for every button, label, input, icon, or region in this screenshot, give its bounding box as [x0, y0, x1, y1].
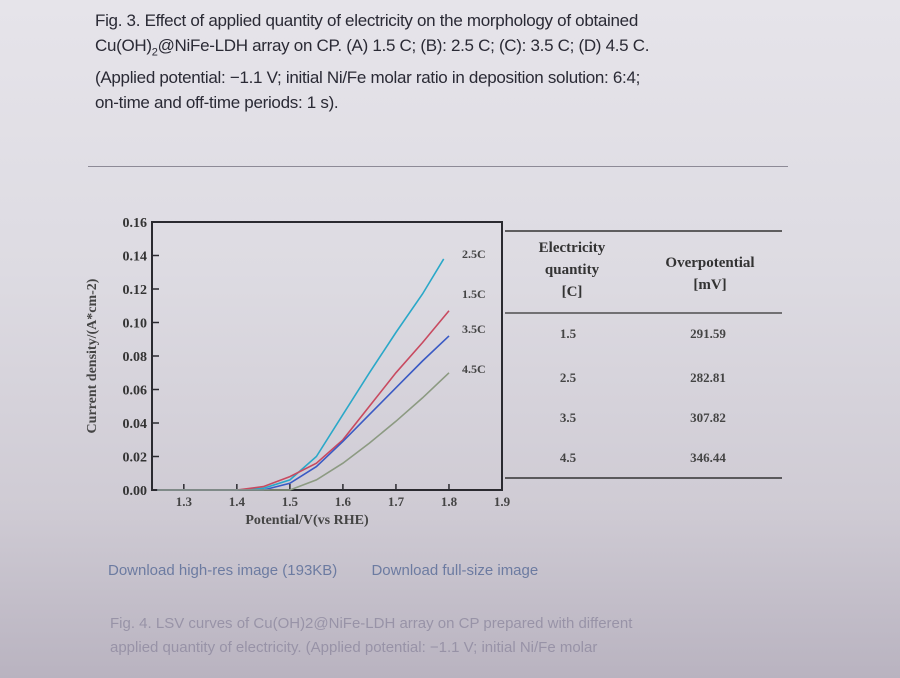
table-cell-electricity: 4.5 [560, 450, 577, 465]
table-cell-electricity: 1.5 [560, 326, 577, 341]
y-tick-label: 0.08 [123, 350, 148, 365]
download-highres-link[interactable]: Download high-res image (193KB) [108, 562, 338, 579]
table-cell-overpotential: 291.59 [690, 326, 726, 341]
series-label: 4.5C [462, 362, 486, 376]
table-cell-overpotential: 346.44 [690, 450, 726, 465]
plot-frame [151, 221, 503, 491]
x-tick-label: 1.6 [335, 494, 352, 509]
x-tick-label: 1.3 [176, 494, 193, 509]
caption-text: @NiFe-LDH array on CP. (A) 1.5 C; (B): 2… [157, 36, 650, 55]
y-tick-label: 0.14 [123, 250, 148, 265]
series-line-4.5C [157, 372, 450, 491]
x-tick-label: 1.5 [282, 494, 299, 509]
table-header-overpotential: Overpotential [665, 255, 754, 271]
y-axis-label: Current density/(A*cm-2) [85, 278, 100, 433]
table-cell-overpotential: 282.81 [690, 370, 726, 385]
y-tick-label: 0.02 [123, 451, 148, 466]
caption-line: (Applied potential: −1.1 V; initial Ni/F… [95, 68, 641, 88]
y-tick-label: 0.06 [123, 384, 148, 399]
next-figure-caption: Fig. 4. LSV curves of Cu(OH)2@NiFe-LDH a… [110, 612, 760, 660]
caption-line: Cu(OH)2@NiFe-LDH array on CP. (A) 1.5 C;… [95, 33, 755, 65]
series-line-1.5C [157, 310, 450, 491]
divider [88, 166, 788, 167]
y-tick-label: 0.00 [123, 484, 148, 499]
caption-line: applied quantity of electricity. (Applie… [110, 639, 598, 656]
caption-line: Fig. 3. Effect of applied quantity of el… [95, 11, 638, 30]
x-tick-label: 1.7 [388, 494, 405, 509]
caption-line: Fig. 4. LSV curves of Cu(OH)2@NiFe-LDH a… [110, 615, 633, 632]
x-axis-label: Potential/V(vs RHE) [245, 513, 369, 528]
table-header-electricity: quantity [545, 262, 600, 278]
table-header-electricity: Electricity [539, 240, 606, 256]
series-label: 2.5C [462, 247, 486, 261]
table-header-electricity: [C] [562, 284, 583, 300]
y-tick-label: 0.12 [123, 283, 148, 298]
table-header-overpotential: [mV] [693, 277, 726, 293]
series-label: 3.5C [462, 322, 486, 336]
x-tick-label: 1.8 [441, 494, 458, 509]
caption-subscript: 2 [151, 46, 158, 59]
y-tick-label: 0.10 [123, 317, 148, 332]
series-line-2.5C [157, 258, 445, 491]
figure-caption: Fig. 3. Effect of applied quantity of el… [95, 8, 755, 115]
series-label: 1.5C [462, 287, 486, 301]
x-tick-label: 1.9 [494, 494, 511, 509]
y-tick-label: 0.16 [123, 216, 148, 231]
x-tick-label: 1.4 [229, 494, 246, 509]
download-fullsize-link[interactable]: Download full-size image [371, 562, 539, 579]
table-cell-electricity: 2.5 [560, 370, 577, 385]
table-cell-overpotential: 307.82 [690, 410, 726, 425]
download-links: Download high-res image (193KB) Download… [108, 562, 568, 579]
y-tick-label: 0.04 [123, 417, 148, 432]
table-cell-electricity: 3.5 [560, 410, 577, 425]
caption-text: Cu(OH) [95, 36, 152, 55]
caption-line: on-time and off-time periods: 1 s). [95, 93, 339, 113]
